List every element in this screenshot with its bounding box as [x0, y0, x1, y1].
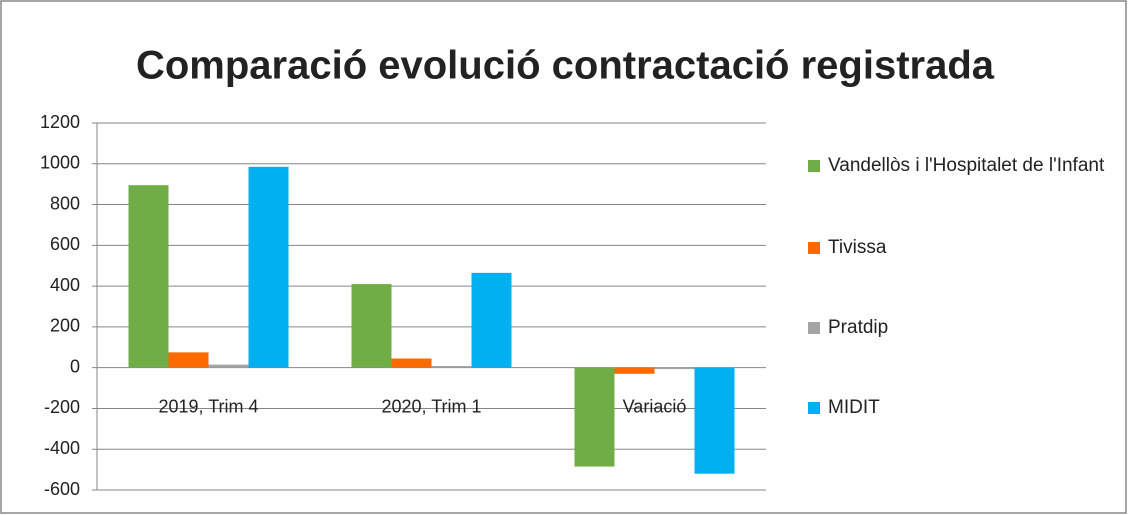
bar	[168, 352, 209, 368]
y-tick-label: -400	[44, 438, 80, 458]
y-tick-label: -600	[44, 479, 80, 499]
bar	[654, 367, 695, 370]
legend-label: MIDIT	[828, 397, 880, 418]
legend-item: MIDIT	[808, 392, 1108, 424]
bar	[574, 367, 615, 467]
chart-title: Comparació evolució contractació registr…	[136, 44, 995, 88]
legend-swatch	[808, 160, 820, 172]
legend-swatch	[808, 322, 820, 334]
bar	[208, 364, 249, 368]
x-tick-label: Variació	[623, 396, 687, 416]
y-tick-label: 800	[50, 193, 80, 213]
legend-label: Tivissa	[828, 237, 887, 258]
legend-label: Vandellòs i l'Hospitalet de l'Infant	[828, 155, 1105, 176]
legend-label: Pratdip	[828, 317, 889, 338]
x-tick-label: 2020, Trim 1	[381, 396, 481, 416]
bar	[431, 366, 472, 368]
legend-item: Pratdip	[808, 312, 1108, 344]
bar	[128, 185, 169, 368]
legend-swatch	[808, 242, 820, 254]
bar	[248, 166, 289, 368]
bar	[614, 367, 655, 374]
bar	[471, 272, 512, 368]
bar	[391, 358, 432, 368]
legend-item: Vandellòs i l'Hospitalet de l'Infant	[808, 150, 1108, 182]
y-tick-label: 0	[70, 356, 80, 376]
y-tick-label: -200	[44, 397, 80, 417]
y-tick-label: 200	[50, 316, 80, 336]
legend-swatch	[808, 402, 820, 414]
y-tick-label: 400	[50, 275, 80, 295]
y-tick-label: 1000	[40, 153, 80, 173]
bar	[351, 284, 392, 368]
x-tick-label: 2019, Trim 4	[158, 396, 258, 416]
y-tick-label: 600	[50, 234, 80, 254]
legend-item: Tivissa	[808, 232, 1108, 264]
y-tick-label: 1200	[40, 112, 80, 132]
bar	[694, 367, 735, 474]
